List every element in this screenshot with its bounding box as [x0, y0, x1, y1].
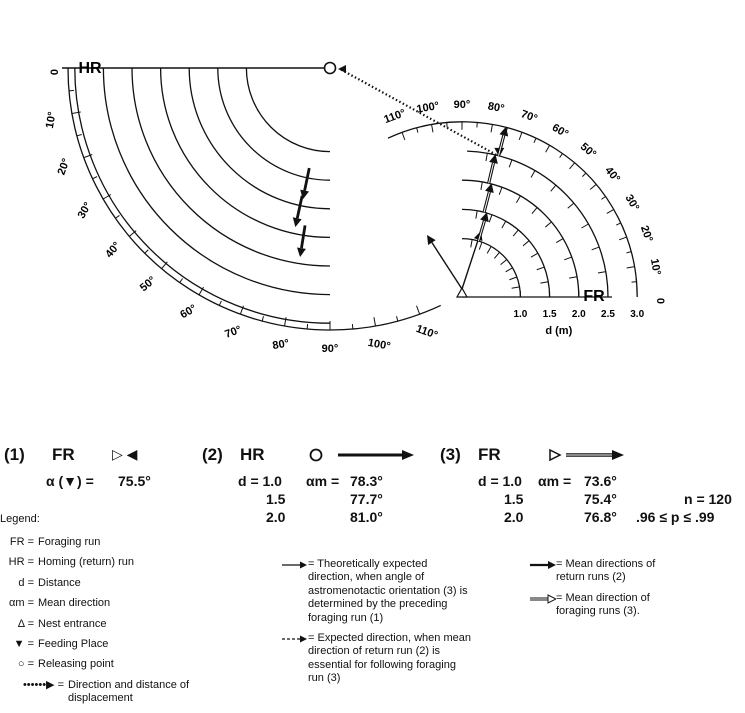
releasing-point-marker: [325, 63, 336, 74]
distance-tick-label: 3.0: [630, 309, 644, 320]
right-fr-label: FR: [583, 288, 605, 305]
panel-3-run: FR: [478, 446, 501, 463]
sample-size: n = 120: [684, 492, 732, 506]
panel-3-symbols: [548, 444, 628, 466]
legend-col-1: FR =Foraging run HR =Homing (return) run…: [4, 536, 214, 713]
legend-item: HR =Homing (return) run: [4, 556, 214, 569]
left-angle-label: 30°: [76, 200, 95, 220]
panel-3-d2: 1.5: [504, 492, 523, 506]
legend-item: = Mean direction of foraging runs (3).: [530, 592, 680, 619]
legend-item: ○ =Releasing point: [4, 658, 214, 671]
legend-item: ••••••▶ =Direction and distance of displ…: [4, 679, 214, 706]
panel-1-symbols: ▷ ◀: [112, 447, 137, 461]
panel-2-d1: d = 1.0: [238, 474, 282, 488]
panel-2-symbols: [308, 444, 418, 466]
homing-mean-arrow: [305, 168, 310, 191]
left-angle-label: 110°: [414, 323, 439, 342]
left-angle-label: 60°: [178, 303, 198, 322]
homing-run-arcs: [62, 68, 441, 330]
left-angle-label: 100°: [367, 337, 392, 353]
panel-2-v2: 77.7°: [350, 492, 383, 506]
panel-3-number: (3): [440, 446, 461, 463]
right-angle-label: 10°: [648, 258, 663, 276]
panel-2-formula: αm =: [306, 474, 339, 488]
legend-item: = Expected direction, when mean directio…: [282, 632, 472, 686]
homing-mean-arrow: [297, 196, 302, 218]
right-angle-label: 70°: [519, 108, 539, 125]
distance-axis-label: d (m): [545, 325, 572, 337]
panel-2-number: (2): [202, 446, 223, 463]
legend-item: FR =Foraging run: [4, 536, 214, 549]
right-angle-label: 80°: [487, 100, 505, 115]
left-angle-label: 70°: [223, 324, 243, 341]
right-angle-label: 50°: [578, 141, 598, 161]
nest-entrance-marker: [457, 288, 467, 297]
orientation-diagram: 10°20°30°40°50°60°70°80°90°100°110°10°20…: [0, 0, 745, 390]
right-angle-label: 40°: [602, 165, 622, 185]
right-angle-label: 110°: [382, 107, 407, 126]
legend-item: ▼ =Feeding Place: [4, 638, 214, 651]
diagram-labels: 10°20°30°40°50°60°70°80°90°100°110°10°20…: [44, 60, 666, 355]
legend-col-2: = Theoretically expected direction, when…: [282, 558, 472, 693]
legend-item: d =Distance: [4, 577, 214, 590]
left-angle-label: 10°: [44, 111, 59, 129]
panel-3-v3: 76.8°: [584, 510, 617, 524]
left-angle-label: 40°: [103, 240, 123, 260]
panel-2-d3: 2.0: [266, 510, 285, 524]
right-angle-label: 30°: [623, 193, 642, 213]
left-zero-label: 0: [49, 69, 61, 75]
nest-arrow-left: [432, 243, 462, 289]
panel-1-run: FR: [52, 446, 75, 463]
panel-3-d3: 2.0: [504, 510, 523, 524]
foraging-run-arcs: [388, 122, 637, 297]
panel-3-d1: d = 1.0: [478, 474, 522, 488]
panel-1-number: (1): [4, 446, 25, 463]
panel-2-v1: 78.3°: [350, 474, 383, 488]
distance-tick-label: 2.5: [601, 309, 615, 320]
right-angle-label: 90°: [454, 99, 471, 111]
panel-3-v2: 75.4°: [584, 492, 617, 506]
probability-range: .96 ≤ p ≤ .99: [636, 510, 714, 524]
legend-item: = Theoretically expected direction, when…: [282, 558, 472, 625]
right-angle-label: 20°: [638, 224, 655, 244]
panel-3-v1: 73.6°: [584, 474, 617, 488]
right-zero-label: 0: [654, 298, 666, 304]
homing-mean-arrow: [301, 225, 305, 248]
legend-item: Δ =Nest entrance: [4, 618, 214, 631]
panel-2-run: HR: [240, 446, 265, 463]
legend-title: Legend:: [0, 513, 40, 526]
distance-tick-label: 2.0: [572, 309, 586, 320]
right-angle-label: 60°: [550, 122, 570, 141]
legend-item: αm =Mean direction: [4, 597, 214, 610]
panel-3-formula: αm =: [538, 474, 571, 488]
distance-tick-label: 1.5: [543, 309, 557, 320]
panel-1-value: 75.5°: [118, 474, 151, 488]
distance-tick-label: 1.0: [513, 309, 527, 320]
panel-2-v3: 81.0°: [350, 510, 383, 524]
legend-item: = Mean directions of return runs (2): [530, 558, 680, 585]
left-hr-label: HR: [78, 60, 102, 77]
panel-1-formula: α (▼) =: [46, 474, 94, 488]
panel-2-d2: 1.5: [266, 492, 285, 506]
left-angle-label: 80°: [272, 337, 290, 352]
left-angle-label: 20°: [56, 157, 73, 177]
right-angle-label: 100°: [416, 100, 441, 116]
nest-arrow-right: [462, 240, 478, 289]
legend-col-3: = Mean directions of return runs (2) = M…: [530, 558, 680, 626]
left-angle-label: 50°: [138, 274, 158, 294]
left-angle-label: 90°: [322, 343, 339, 355]
